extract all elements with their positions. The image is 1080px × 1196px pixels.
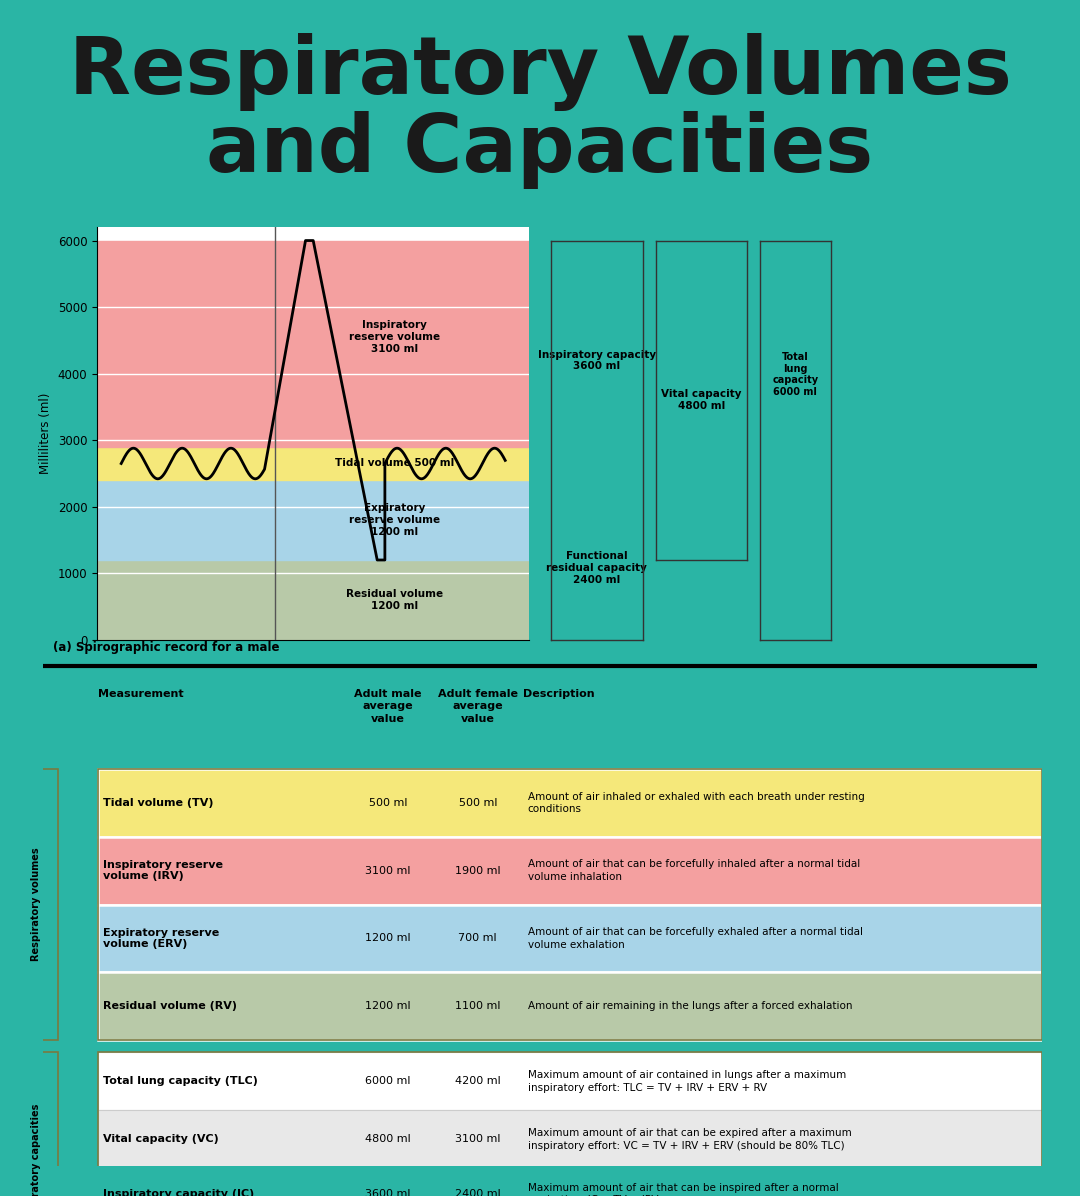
Text: 1200 ml: 1200 ml: [365, 1001, 410, 1012]
Text: Maximum amount of air that can be inspired after a normal
expiration: IC = TV + : Maximum amount of air that can be inspir…: [528, 1183, 838, 1196]
Text: Inspiratory
reserve volume
3100 ml: Inspiratory reserve volume 3100 ml: [349, 321, 441, 354]
Bar: [97, 240, 529, 447]
Text: Amount of air remaining in the lungs after a forced exhalation: Amount of air remaining in the lungs aft…: [528, 1001, 852, 1012]
Text: Tidal volume (TV): Tidal volume (TV): [104, 798, 214, 807]
Text: Expiratory reserve
volume (ERV): Expiratory reserve volume (ERV): [104, 928, 219, 950]
Text: Tidal volume 500 ml: Tidal volume 500 ml: [335, 458, 455, 469]
Text: Total
lung
capacity
6000 ml: Total lung capacity 6000 ml: [772, 353, 819, 397]
Bar: [98, 972, 1042, 1041]
Bar: [97, 480, 529, 560]
Text: Adult male
average
value: Adult male average value: [354, 689, 421, 724]
Bar: [98, 1110, 1042, 1168]
Text: (a) Spirographic record for a male: (a) Spirographic record for a male: [53, 641, 280, 653]
Bar: [13, 1052, 58, 1196]
Text: 6000 ml: 6000 ml: [365, 1076, 410, 1086]
Bar: [98, 904, 1042, 972]
Text: 2400 ml: 2400 ml: [455, 1189, 501, 1196]
Bar: [98, 769, 1042, 1041]
Text: 4800 ml: 4800 ml: [365, 1135, 410, 1145]
Bar: [98, 1168, 1042, 1196]
Bar: [98, 837, 1042, 904]
Y-axis label: Milliliters (ml): Milliliters (ml): [39, 392, 52, 475]
Text: Measurement: Measurement: [98, 689, 184, 698]
Text: Adult female
average
value: Adult female average value: [437, 689, 517, 724]
Text: Residual volume
1200 ml: Residual volume 1200 ml: [347, 590, 444, 611]
Text: Inspiratory reserve
volume (IRV): Inspiratory reserve volume (IRV): [104, 860, 224, 881]
Bar: [13, 769, 58, 1041]
Text: 3600 ml: 3600 ml: [365, 1189, 410, 1196]
Text: 1100 ml: 1100 ml: [455, 1001, 500, 1012]
Text: Total lung capacity (TLC): Total lung capacity (TLC): [104, 1076, 258, 1086]
Text: Amount of air that can be forcefully exhaled after a normal tidal
volume exhalat: Amount of air that can be forcefully exh…: [528, 927, 863, 950]
Text: 3100 ml: 3100 ml: [365, 866, 410, 875]
Text: Maximum amount of air contained in lungs after a maximum
inspiratory effort: TLC: Maximum amount of air contained in lungs…: [528, 1070, 846, 1092]
Text: Maximum amount of air that can be expired after a maximum
inspiratory effort: VC: Maximum amount of air that can be expire…: [528, 1128, 851, 1151]
Text: Inspiratory capacity
3600 ml: Inspiratory capacity 3600 ml: [538, 349, 656, 371]
Text: Inspiratory capacity (IC): Inspiratory capacity (IC): [104, 1189, 255, 1196]
Text: Description: Description: [523, 689, 594, 698]
Text: 500 ml: 500 ml: [368, 798, 407, 807]
Text: Amount of air inhaled or exhaled with each breath under resting
conditions: Amount of air inhaled or exhaled with ea…: [528, 792, 864, 814]
Text: 4200 ml: 4200 ml: [455, 1076, 501, 1086]
Text: Respiratory Volumes: Respiratory Volumes: [68, 33, 1012, 111]
Text: 3100 ml: 3100 ml: [455, 1135, 500, 1145]
Bar: [98, 769, 1042, 837]
Text: Amount of air that can be forcefully inhaled after a normal tidal
volume inhalat: Amount of air that can be forcefully inh…: [528, 860, 860, 881]
Text: Residual volume (RV): Residual volume (RV): [104, 1001, 238, 1012]
Text: Respiratory volumes: Respiratory volumes: [30, 848, 41, 962]
Text: Respiratory capacities: Respiratory capacities: [30, 1103, 41, 1196]
Text: 700 ml: 700 ml: [458, 933, 497, 944]
Bar: [98, 1052, 1042, 1110]
Text: Vital capacity (VC): Vital capacity (VC): [104, 1135, 219, 1145]
Text: 1900 ml: 1900 ml: [455, 866, 500, 875]
Bar: [97, 560, 529, 640]
Text: Vital capacity
4800 ml: Vital capacity 4800 ml: [661, 390, 742, 411]
Text: Functional
residual capacity
2400 ml: Functional residual capacity 2400 ml: [546, 551, 647, 585]
Text: 500 ml: 500 ml: [459, 798, 497, 807]
Text: and Capacities: and Capacities: [206, 111, 874, 189]
Text: 1200 ml: 1200 ml: [365, 933, 410, 944]
Bar: [97, 447, 529, 480]
Text: Expiratory
reserve volume
1200 ml: Expiratory reserve volume 1200 ml: [349, 504, 441, 537]
Bar: [98, 1052, 1042, 1196]
